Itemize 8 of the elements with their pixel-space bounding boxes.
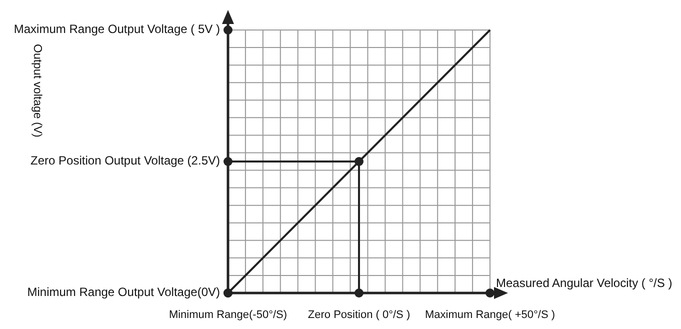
- x-tick-label: Maximum Range( +50°/S ): [424, 309, 556, 321]
- x-axis-title: Measured Angular Velocity ( °/S ): [496, 276, 672, 290]
- y-tick-label: Minimum Range Output Voltage(0V): [27, 285, 220, 300]
- y-tick-label: Zero Position Output Voltage (2.5V): [30, 154, 220, 168]
- y-axis-title: Output voltage (V): [31, 44, 43, 138]
- y-tick-label: Maximum Range Output Voltage ( 5V ): [14, 22, 220, 36]
- x-tick-label: Zero Position ( 0°/S ): [308, 309, 410, 321]
- x-tick-label: Minimum Range(-50°/S): [168, 309, 288, 321]
